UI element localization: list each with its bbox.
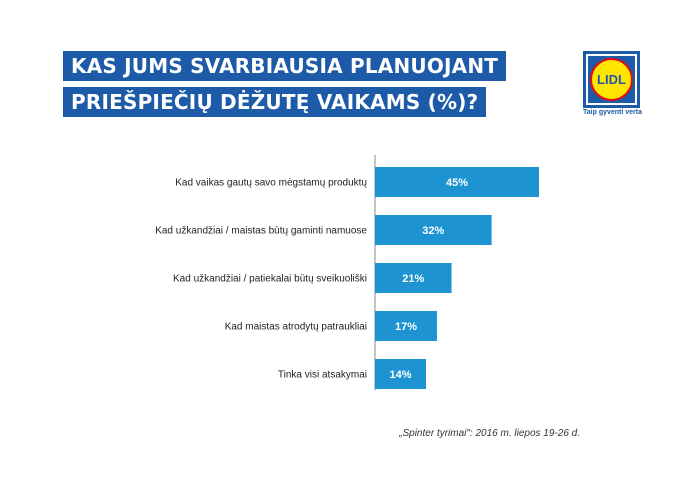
value-label-3: 21% [402,273,424,285]
lidl-logo: LIDL [583,51,640,108]
category-label-5: Tinka visi atsakymai [278,370,367,381]
bar-4 [375,311,437,341]
category-label-1: Kad vaikas gautų savo mėgstamų produktų [175,178,367,189]
source-note: „Spinter tyrimai": 2016 m. liepos 19-26 … [399,428,580,439]
value-label-5: 14% [389,369,411,381]
value-label-4: 17% [395,321,417,333]
bar-5 [375,359,427,389]
bar-2 [375,215,492,245]
title-line-2: PRIEŠPIEČIŲ DĖŽUTĘ VAIKAMS (%)? [63,87,487,117]
value-label-2: 32% [422,225,444,237]
logo-tagline: Taip gyventi verta [583,109,643,116]
category-label-2: Kad užkandžiai / maistas būtų gaminti na… [155,226,367,237]
value-label-1: 45% [446,177,468,189]
category-label-3: Kad užkandžiai / patiekalai būtų sveikuo… [173,274,367,285]
bar-1 [375,167,539,197]
lidl-logo-text: LIDL [597,72,626,87]
bar-3 [375,263,452,293]
category-label-4: Kad maistas atrodytų patraukliai [225,322,367,333]
title-line-1: KAS JUMS SVARBIAUSIA PLANUOJANT [63,51,507,81]
